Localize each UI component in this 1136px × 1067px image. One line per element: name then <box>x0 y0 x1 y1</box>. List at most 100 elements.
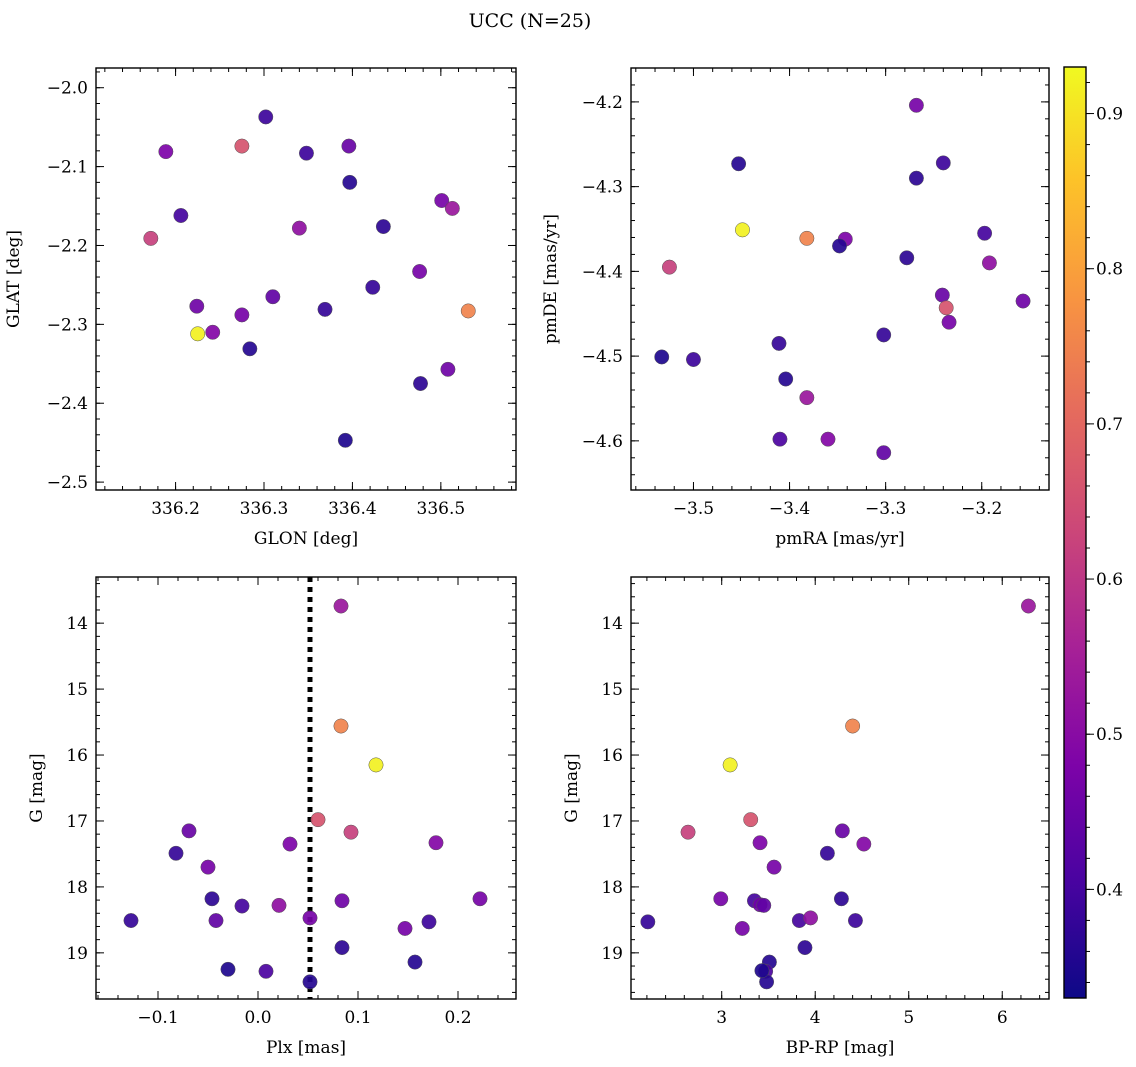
data-point <box>754 963 770 979</box>
data-point <box>407 954 423 970</box>
data-point <box>752 835 768 851</box>
y-tick-label: 19 <box>601 944 623 964</box>
data-point <box>173 208 189 223</box>
colorbar-frame <box>1063 66 1087 999</box>
x-tick-label: −3.3 <box>865 499 906 519</box>
data-point <box>799 390 815 406</box>
data-point <box>772 431 788 447</box>
axes-frame <box>95 576 517 1000</box>
figure-title: UCC (N=25) <box>469 10 592 32</box>
data-point <box>845 718 861 734</box>
data-point <box>291 220 307 236</box>
x-tick-label: −0.1 <box>137 1008 178 1028</box>
x-axis-label: Plx [mas] <box>266 1038 346 1058</box>
scatter-panel-2: −3.5 −3.4 −3.3 −3.2 −4.2 −4.3 −4.4 −4.5 −4.6 pmRA… <box>541 67 1050 549</box>
data-point <box>234 138 250 154</box>
axes-frame <box>630 67 1050 491</box>
data-point <box>460 303 476 319</box>
data-point <box>220 961 236 977</box>
panels: 336.2 336.3 336.4 336.5 −2.0 −2.1 −2.2 −2.3 −2.4… <box>4 67 1050 1058</box>
data-point <box>302 910 318 926</box>
x-tick-label: 3 <box>716 1008 727 1028</box>
colorbar-gradient <box>1064 67 1086 998</box>
data-point <box>205 324 221 340</box>
data-point <box>123 913 139 928</box>
data-point <box>731 156 747 172</box>
data-point <box>981 255 997 271</box>
x-tick-label: 0.1 <box>344 1008 371 1028</box>
data-point <box>654 349 670 365</box>
y-tick-label: −4.6 <box>582 432 623 452</box>
data-point <box>208 913 224 928</box>
data-point <box>397 920 413 936</box>
y-axis-label: pmDE [mas/yr] <box>541 214 561 344</box>
data-point <box>899 250 915 266</box>
y-tick-label: −2.3 <box>47 315 88 335</box>
colorbar-tick-label: 0.8 <box>1096 260 1123 280</box>
x-tick-label: 4 <box>810 1008 821 1028</box>
data-point <box>1020 598 1036 614</box>
y-tick-label: 16 <box>66 746 88 766</box>
data-point <box>234 898 250 914</box>
data-point <box>680 824 696 840</box>
colorbar: 0.4 0.5 0.6 0.7 0.8 0.9 <box>1063 66 1123 999</box>
data-point <box>333 598 349 614</box>
x-axis-label: pmRA [mas/yr] <box>775 529 904 549</box>
data-point <box>168 845 184 861</box>
y-tick-label: 16 <box>601 746 623 766</box>
y-tick-label: 14 <box>66 614 88 634</box>
data-point <box>735 222 750 238</box>
y-tick-label: −4.2 <box>582 93 623 113</box>
y-tick-label: −2.5 <box>47 473 88 493</box>
scatter-panel-1: 336.2 336.3 336.4 336.5 −2.0 −2.1 −2.2 −2.3 −2.4… <box>4 67 517 549</box>
data-point <box>935 155 951 171</box>
data-point <box>341 138 357 154</box>
data-point <box>282 836 298 852</box>
data-point <box>938 300 954 316</box>
data-point <box>258 109 274 125</box>
data-point <box>941 314 957 330</box>
data-point <box>799 230 815 246</box>
y-tick-label: −4.3 <box>582 178 623 198</box>
x-axis-label: BP-RP [mag] <box>786 1038 895 1058</box>
data-point <box>472 891 488 907</box>
y-axis-label: GLAT [deg] <box>4 230 24 328</box>
x-tick-label: 6 <box>997 1008 1008 1028</box>
data-point <box>797 940 813 956</box>
data-point <box>143 230 159 246</box>
y-tick-label: 17 <box>66 812 88 832</box>
data-point <box>876 445 892 461</box>
data-point <box>189 298 205 314</box>
data-point <box>766 859 782 875</box>
x-tick-label: 336.2 <box>151 499 200 519</box>
data-point <box>833 891 849 907</box>
y-tick-label: −2.2 <box>47 236 88 256</box>
y-tick-label: 18 <box>66 878 88 898</box>
data-point <box>242 341 258 357</box>
data-point <box>661 259 677 275</box>
data-point <box>365 279 381 295</box>
y-tick-label: −2.0 <box>47 79 88 99</box>
data-point <box>375 219 391 234</box>
y-tick-label: −2.4 <box>47 394 88 414</box>
data-point <box>258 963 274 979</box>
y-tick-label: 19 <box>66 944 88 964</box>
data-point <box>428 835 444 851</box>
x-tick-label: 336.3 <box>240 499 289 519</box>
x-axis-label: GLON [deg] <box>254 529 358 549</box>
y-axis-label: G [mag] <box>27 753 47 822</box>
data-point <box>908 170 924 186</box>
data-point <box>234 307 250 323</box>
data-point <box>756 897 772 913</box>
data-point <box>834 823 850 839</box>
data-point <box>847 913 863 928</box>
y-tick-label: 14 <box>601 614 623 634</box>
data-point <box>876 327 892 343</box>
y-tick-label: 18 <box>601 878 623 898</box>
y-tick-label: −4.4 <box>582 262 623 282</box>
x-tick-label: 5 <box>903 1008 914 1028</box>
data-point <box>342 174 358 190</box>
data-point <box>190 326 206 342</box>
y-tick-label: −2.1 <box>47 158 88 178</box>
